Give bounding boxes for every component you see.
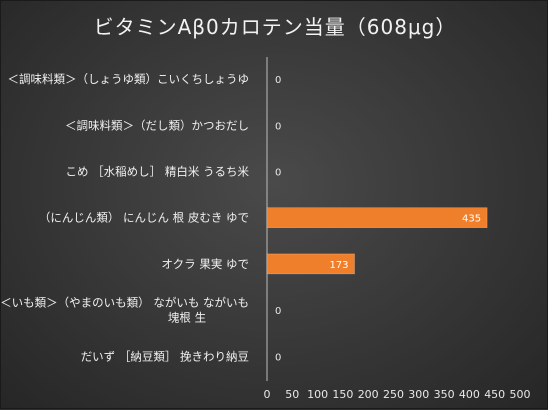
- category-label: ＜調味料類＞（しょうゆ類）こいくちしょうゆ: [8, 72, 250, 86]
- data-label: 0: [275, 168, 281, 179]
- category-label: ＜調味料類＞（だし類）かつおだし: [65, 118, 249, 132]
- category-label: こめ ［水稲めし］ 精白米 うるち米: [66, 165, 250, 179]
- category-label: ＜いも類＞（やまのいも類） ながいも ながいも塊根 生: [1, 296, 249, 325]
- category-label: （にんじん類） にんじん 根 皮むき ゆで: [39, 211, 249, 225]
- bar: [266, 253, 355, 275]
- chart-title: ビタミンAβ0カロテン当量（608μg）: [93, 15, 457, 39]
- data-label: 173: [329, 260, 348, 271]
- x-tick-label: 500: [510, 388, 531, 401]
- x-tick-label: 200: [358, 388, 379, 401]
- x-tick-label: 250: [383, 388, 404, 401]
- bar: [266, 207, 488, 228]
- category-label: だいず ［納豆類］ 挽きわり納豆: [81, 349, 249, 363]
- x-tick-label: 100: [307, 388, 328, 401]
- x-tick-label: 0: [264, 388, 271, 401]
- data-label: 435: [462, 214, 481, 225]
- x-tick-label: 150: [332, 388, 353, 401]
- x-tick-label: 450: [484, 388, 505, 401]
- data-label: 0: [275, 352, 281, 363]
- data-label: 0: [275, 306, 281, 317]
- x-tick-label: 400: [459, 388, 480, 401]
- category-label: オクラ 果実 ゆで: [161, 257, 249, 271]
- x-tick-label: 350: [434, 388, 455, 401]
- data-label: 0: [275, 75, 281, 86]
- x-tick-label: 50: [285, 388, 299, 401]
- data-label: 0: [275, 121, 281, 132]
- x-tick-label: 300: [408, 388, 429, 401]
